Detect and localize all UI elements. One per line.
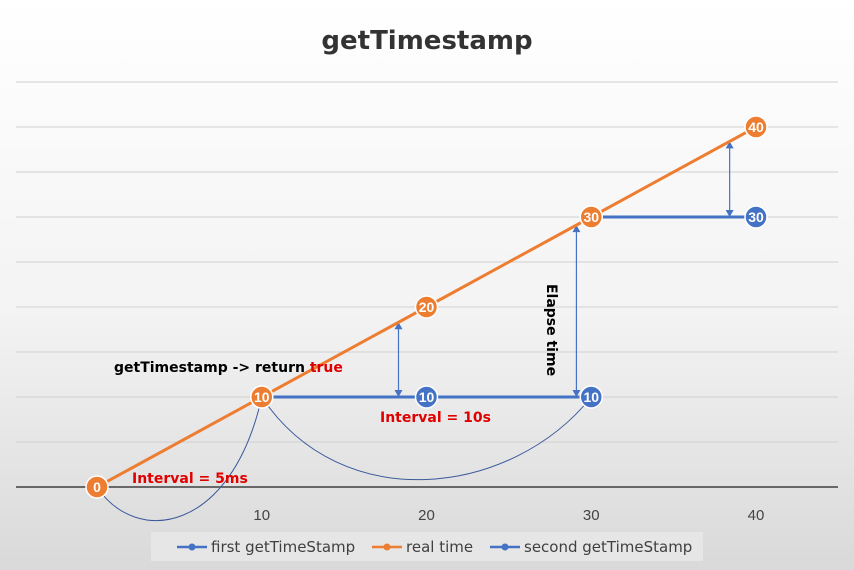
data-point-label: 0 [93, 479, 101, 495]
x-tick-label: 10 [253, 507, 270, 524]
data-point: 10 [250, 385, 274, 409]
data-point: 40 [744, 115, 768, 139]
interval-curve-short [96, 396, 263, 521]
legend-swatch-marker [383, 543, 391, 551]
data-point-marker [744, 115, 768, 139]
data-point-marker [579, 205, 603, 229]
annotation-interval-short: Interval = 5ms [132, 471, 248, 487]
legend: first getTimeStamp real time second getTim… [177, 538, 692, 556]
annotation-call-result: true [310, 360, 343, 376]
data-point: 10 [579, 385, 603, 409]
annotation-elapse-time: Elapse time [543, 284, 559, 376]
data-point-marker [744, 205, 768, 229]
elapse-arrows [394, 141, 734, 397]
legend-swatch-marker [501, 543, 509, 551]
data-point: 30 [744, 205, 768, 229]
arrow-head-bottom [394, 390, 403, 397]
elapse-arrow [394, 322, 403, 397]
legend-label: real time [406, 538, 473, 556]
elapse-arrow [572, 225, 581, 397]
legend-entry: second getTimeStamp [490, 538, 692, 556]
gridlines [16, 81, 838, 488]
arrow-head-bottom [572, 390, 581, 397]
series-markers: 1010103030010203040 [85, 115, 768, 499]
legend-entry: first getTimeStamp [177, 538, 355, 556]
data-point-label: 40 [748, 119, 764, 135]
annotation-interval-long: Interval = 10s [380, 410, 491, 426]
x-tick-label: 40 [748, 507, 765, 524]
data-point-label: 30 [748, 209, 764, 225]
data-point-label: 10 [254, 389, 270, 405]
x-axis-ticks: 10 20 30 40 [253, 507, 764, 524]
arrow-head-bottom [725, 210, 734, 217]
data-point: 30 [579, 205, 603, 229]
interval-curves [96, 396, 592, 521]
data-point-marker [414, 385, 439, 409]
x-tick-label: 30 [583, 507, 600, 524]
arrow-head-top [394, 322, 403, 330]
data-point-label: 10 [583, 389, 599, 405]
data-point: 0 [85, 475, 109, 499]
x-tick-label: 20 [418, 507, 435, 524]
legend-swatch-marker [188, 543, 196, 551]
legend-label: first getTimeStamp [211, 538, 355, 556]
arrow-head-top [725, 141, 734, 149]
data-point-label: 30 [583, 209, 599, 225]
data-point: 20 [414, 295, 439, 319]
elapse-arrow [725, 141, 734, 217]
legend-box [151, 532, 703, 561]
annotation-call: getTimestamp -> return true [114, 360, 343, 376]
legend-entry: real time [372, 538, 473, 556]
chart-title: getTimestamp [321, 26, 532, 56]
data-point-label: 20 [419, 299, 435, 315]
data-point: 10 [414, 385, 439, 409]
legend-label: second getTimeStamp [524, 538, 692, 556]
arrow-head-top [572, 225, 581, 233]
annotation-call-text: getTimestamp -> return [114, 360, 305, 376]
data-point-marker [414, 295, 439, 319]
data-point-marker [250, 385, 274, 409]
interval-curve-long [261, 396, 592, 480]
data-point-marker [579, 385, 603, 409]
data-point-marker [85, 475, 109, 499]
data-point-label: 10 [419, 389, 435, 405]
